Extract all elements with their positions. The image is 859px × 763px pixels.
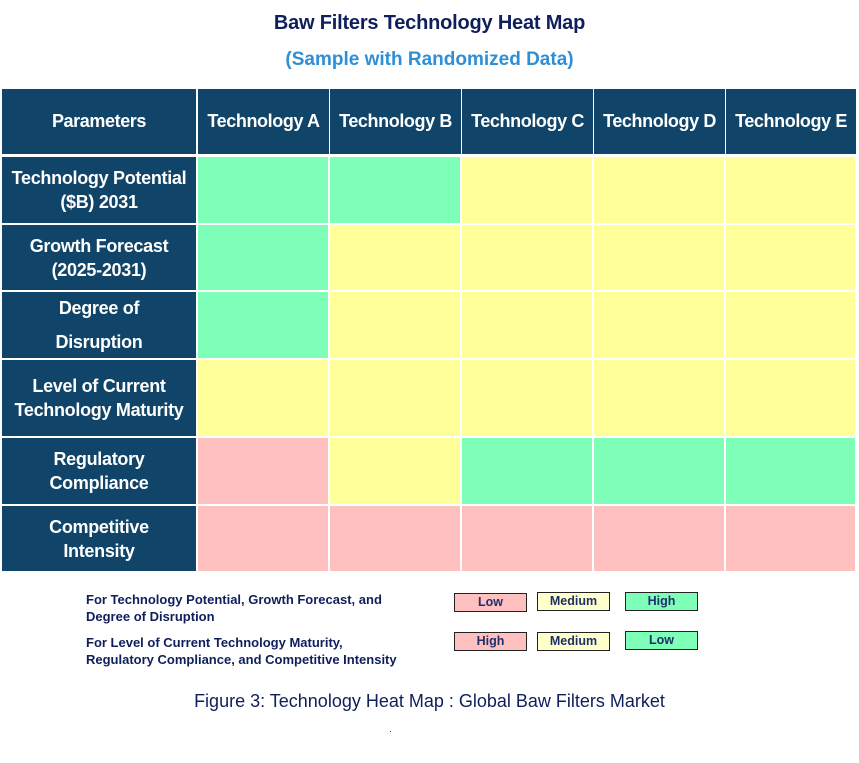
legend-group2-line2: Regulatory Compliance, and Competitive I… [86, 652, 397, 667]
heatmap-cell [198, 225, 328, 290]
row-label: Competitive Intensity [2, 506, 196, 571]
heatmap-cell [330, 292, 460, 358]
row-label: Degree of Disruption [2, 292, 196, 358]
heatmap-cell [462, 438, 592, 504]
heatmap-cell [462, 360, 592, 436]
heatmap-cell [594, 360, 724, 436]
heatmap-cell [726, 225, 855, 290]
heatmap-cell [198, 506, 328, 571]
heatmap-cell [726, 506, 855, 571]
row-label-line1: Competitive [49, 516, 149, 537]
legend-group2-pink-swatch: High [454, 632, 527, 651]
chart-title: Baw Filters Technology Heat Map [273, 12, 586, 34]
header-cell-technology-c: Technology C [462, 89, 593, 154]
heatmap-cell [594, 506, 724, 571]
row-label-line2: Disruption [55, 332, 143, 352]
legend-group1-line1: For Technology Potential, Growth Forecas… [86, 592, 382, 607]
row-label-text: Technology Potential ($B) 2031 [12, 166, 187, 214]
heatmap-cell [462, 292, 592, 358]
figure-caption: Figure 3: Technology Heat Map : Global B… [194, 691, 665, 711]
heatmap-cell [198, 157, 328, 223]
chart-subtitle: (Sample with Randomized Data) [285, 49, 574, 70]
heatmap-cell [330, 506, 460, 571]
header-cell-technology-a: Technology A [198, 89, 329, 154]
row-label-line2: Compliance [49, 473, 149, 493]
row-label: Level of Current Technology Maturity [2, 360, 196, 436]
heatmap-cell [594, 225, 724, 290]
row-label-text: Growth Forecast (2025-2031) [30, 234, 169, 282]
row-label-line1: Degree of [58, 298, 140, 318]
heatmap-cell [462, 225, 592, 290]
legend-group1-line2: Degree of Disruption [86, 609, 215, 624]
heatmap-cell [726, 157, 855, 223]
legend-group1-description: For Technology Potential, Growth Forecas… [86, 591, 382, 625]
row-label: Growth Forecast (2025-2031) [2, 225, 196, 290]
heatmap-cell [726, 438, 855, 504]
heatmap-cell [594, 157, 724, 223]
row-label-line1: Technology Potential [11, 168, 187, 188]
header-cell-technology-d: Technology D [594, 89, 725, 154]
heatmap-cell [330, 438, 460, 504]
legend-group1-yellow-swatch: Medium [537, 592, 610, 611]
row-label-line2: (2025-2031) [51, 259, 147, 280]
stray-dot [390, 731, 391, 732]
header-cell-technology-e: Technology E [726, 89, 856, 154]
heatmap-cell [198, 438, 328, 504]
row-label-text: Degree of Disruption [56, 291, 143, 359]
heatmap-cell [462, 157, 592, 223]
row-label-line1: Growth Forecast [29, 235, 169, 256]
heatmap-cell [594, 292, 724, 358]
heatmap-cell [330, 157, 460, 223]
legend-group2-yellow-swatch: Medium [537, 632, 610, 651]
legend-group1-pink-swatch: Low [454, 593, 527, 612]
row-label-line2: ($B) 2031 [60, 192, 138, 212]
heatmap-cell [330, 360, 460, 436]
row-label-text: Regulatory Compliance [49, 447, 148, 495]
heatmap-cell [594, 438, 724, 504]
heatmap-cell [726, 360, 855, 436]
heatmap-cell [726, 292, 855, 358]
heatmap-cell [198, 360, 328, 436]
legend-group2-line1: For Level of Current Technology Maturity… [86, 635, 343, 650]
row-label-line2: Intensity [63, 540, 135, 561]
row-label: Technology Potential ($B) 2031 [2, 157, 196, 223]
heatmap-cell [198, 292, 328, 358]
legend-group1-green-swatch: High [625, 592, 698, 611]
row-label-line1: Level of Current [32, 376, 166, 396]
legend-group2-description: For Level of Current Technology Maturity… [86, 634, 397, 668]
row-label: Regulatory Compliance [2, 438, 196, 504]
row-label-text: Competitive Intensity [49, 515, 149, 563]
heatmap-grid: Parameters Technology A Technology B Techno… [2, 89, 856, 573]
header-cell-parameters: Parameters [2, 89, 196, 154]
heatmap-cell [462, 506, 592, 571]
row-label-text: Level of Current Technology Maturity [15, 374, 184, 422]
row-label-line1: Regulatory [53, 449, 145, 469]
legend-group2-green-swatch: Low [625, 631, 698, 650]
header-cell-technology-b: Technology B [330, 89, 461, 154]
heatmap-cell [330, 225, 460, 290]
row-label-line2: Technology Maturity [14, 400, 184, 420]
